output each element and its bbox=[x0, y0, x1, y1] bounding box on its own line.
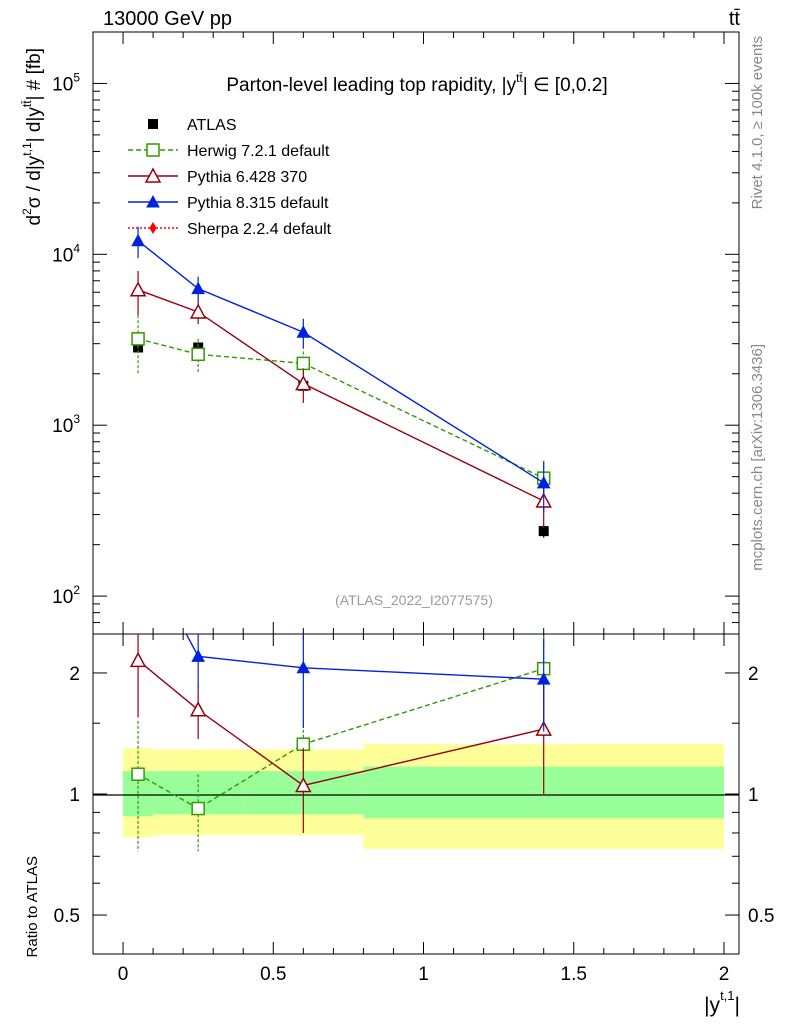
x-axis-label: |yt,1| bbox=[704, 988, 740, 1017]
ratio-y-tick-label: 0.5 bbox=[54, 906, 80, 927]
pythia-8-315-default-point bbox=[296, 325, 311, 338]
herwig-7-2-1-default-ratio-point bbox=[131, 767, 145, 781]
pythia-6-428-370-point bbox=[129, 281, 147, 297]
y-tick-label: 104 bbox=[52, 241, 80, 266]
axes-ticks: 0 0.5 1 1.5 2 102 103 104 105 0.5 0.5 1 1 2 2 bbox=[52, 31, 774, 985]
chart-title: Parton-level leading top rapidity, |ytt̄… bbox=[226, 71, 607, 96]
pythia-8-315-default-line bbox=[137, 240, 545, 484]
herwig-7-2-1-default-point bbox=[131, 332, 145, 346]
pythia-6-428-370-ratio-point bbox=[295, 776, 312, 793]
ratio-uncertainty-bands bbox=[123, 744, 724, 849]
x-tick-label: 0.5 bbox=[260, 964, 286, 985]
pythia-6-428-370-ratio-line bbox=[137, 659, 544, 787]
pythia-8-315-default-ratio-line bbox=[185, 634, 544, 680]
y-tick-label: 105 bbox=[52, 70, 80, 95]
legend-marker-pythia-8-315-default bbox=[146, 194, 160, 208]
pythia-6-428-370-ratio-point bbox=[129, 651, 147, 668]
x-tick-label: 0 bbox=[118, 964, 129, 985]
x-tick-label: 1.5 bbox=[561, 964, 587, 985]
pythia-8-315-default-point bbox=[536, 475, 551, 489]
main-y-axis-label: d2σ / d|yt,1| d|ytt̄| # [fb] bbox=[20, 48, 45, 226]
analysis-watermark: (ATLAS_2022_I2077575) bbox=[335, 592, 493, 608]
pythia-8-315-default-point bbox=[131, 233, 145, 247]
pythia-6-428-370-line bbox=[137, 289, 545, 502]
herwig-7-2-1-default-ratio-point bbox=[191, 801, 205, 816]
y-tick-label: 102 bbox=[52, 583, 80, 608]
pythia-6-428-370-point bbox=[295, 375, 312, 391]
ratio-series-layer bbox=[129, 634, 552, 852]
pythia-8-315-default-ratio-point bbox=[536, 672, 551, 685]
pythia-8-315-default-ratio-point bbox=[296, 660, 311, 674]
rivet-version-label: Rivet 4.1.0, ≥ 100k events bbox=[749, 36, 766, 209]
pythia-6-428-370-point bbox=[189, 303, 207, 319]
legend-label-atlas: ATLAS bbox=[187, 117, 237, 134]
legend-marker-pythia-6-428-370 bbox=[144, 167, 162, 183]
ratio-y-tick-label: 2 bbox=[69, 664, 80, 685]
pythia-6-428-370-ratio-point bbox=[189, 701, 207, 717]
mcplots-label: mcplots.cern.ch [arXiv:1306.3436] bbox=[749, 344, 766, 571]
x-tick-label: 2 bbox=[719, 964, 730, 985]
legend-label-pythia-8-315-default: Pythia 8.315 default bbox=[187, 195, 329, 212]
legend-marker-atlas bbox=[148, 119, 158, 129]
pythia-8-315-default-ratio-point bbox=[191, 649, 206, 662]
herwig-7-2-1-default-point bbox=[191, 347, 205, 362]
ratio-y-tick-label-right: 2 bbox=[748, 664, 759, 685]
legend-marker-sherpa-2-2-4-default bbox=[149, 222, 157, 234]
pythia-8-315-default-point bbox=[191, 281, 206, 295]
legend-label-herwig-7-2-1-default: Herwig 7.2.1 default bbox=[187, 143, 330, 160]
atlas-data-point bbox=[538, 526, 549, 537]
legend-label-sherpa-2-2-4-default: Sherpa 2.2.4 default bbox=[187, 221, 332, 238]
ratio-y-tick-label: 1 bbox=[69, 785, 80, 806]
process-label: tt̄ bbox=[729, 8, 741, 30]
atlas-data-point bbox=[193, 342, 204, 353]
legend: ATLAS Herwig 7.2.1 default Pythia 6.428 37… bbox=[128, 117, 332, 238]
energy-label: 13000 GeV pp bbox=[103, 8, 232, 30]
herwig-7-2-1-default-point bbox=[296, 356, 311, 371]
herwig-7-2-1-default-ratio-line bbox=[137, 667, 544, 810]
ratio-y-axis-label: Ratio to ATLAS bbox=[24, 856, 41, 957]
x-tick-label: 1 bbox=[418, 964, 429, 985]
herwig-7-2-1-default-line bbox=[137, 338, 544, 479]
ratio-y-tick-label-right: 1 bbox=[748, 785, 759, 806]
ratio-y-tick-label-right: 0.5 bbox=[748, 906, 774, 927]
y-tick-label: 103 bbox=[52, 412, 80, 437]
legend-label-pythia-6-428-370: Pythia 6.428 370 bbox=[187, 169, 307, 186]
legend-marker-herwig-7-2-1-default bbox=[146, 143, 160, 157]
main-series-layer bbox=[129, 226, 552, 538]
